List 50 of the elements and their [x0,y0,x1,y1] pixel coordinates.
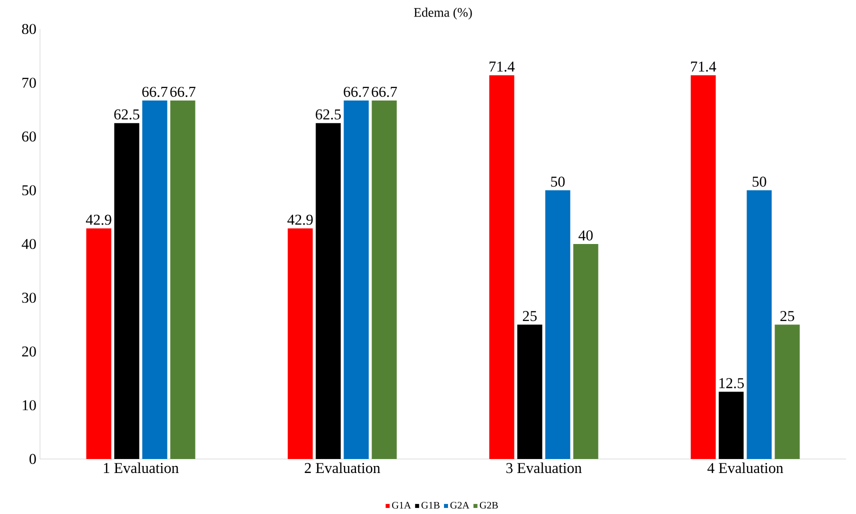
y-tick-label: 30 [22,292,36,303]
bar [746,190,772,459]
bar [545,190,570,459]
x-tick-label: 3 Evaluation [506,462,582,474]
y-tick-label: 20 [22,346,36,357]
y-tick-label: 60 [22,131,36,142]
y-tick-label: 50 [22,185,36,196]
y-tick-label: 40 [22,238,36,250]
bar [372,100,397,459]
x-tick-label: 4 Evaluation [707,462,784,474]
data-label: 40 [578,230,593,240]
y-tick-label: 0 [30,454,36,464]
legend-label: G1B [422,502,440,509]
y-tick-label: 70 [22,78,36,88]
data-label: 50 [752,176,766,187]
bar [170,100,196,459]
bar [690,75,716,459]
data-label: 62.5 [316,109,341,120]
bar [517,324,542,459]
bar [344,100,369,459]
bar [573,244,598,459]
data-label: 42.9 [287,214,313,225]
data-label: 66.7 [344,86,369,97]
data-label: 66.7 [142,86,168,97]
y-tick-label: 80 [22,24,36,34]
bar [316,123,341,459]
data-label: 42.9 [86,214,112,225]
legend-label: G2A [450,502,470,509]
chart-title: Edema (%) [414,8,472,20]
x-tick-label: 2 Evaluation [304,462,380,474]
bar [774,324,800,459]
legend-label: G2B [480,502,498,509]
bar [114,123,140,459]
bar [288,228,313,459]
data-label: 12.5 [719,378,744,388]
data-label: 25 [522,311,537,322]
data-label: 25 [780,311,794,322]
data-label: 71.4 [490,62,515,72]
bar [718,392,744,459]
bar [86,228,112,459]
data-label: 66.7 [372,86,397,97]
legend-label: G1A [392,502,412,509]
data-label: 62.5 [114,109,140,120]
y-tick-label: 10 [22,400,36,410]
bar [142,100,168,459]
data-label: 71.4 [691,62,716,72]
data-label: 50 [551,176,565,187]
data-label: 66.7 [170,86,196,97]
x-tick-label: 1 Evaluation [104,462,179,474]
bar [489,75,514,459]
